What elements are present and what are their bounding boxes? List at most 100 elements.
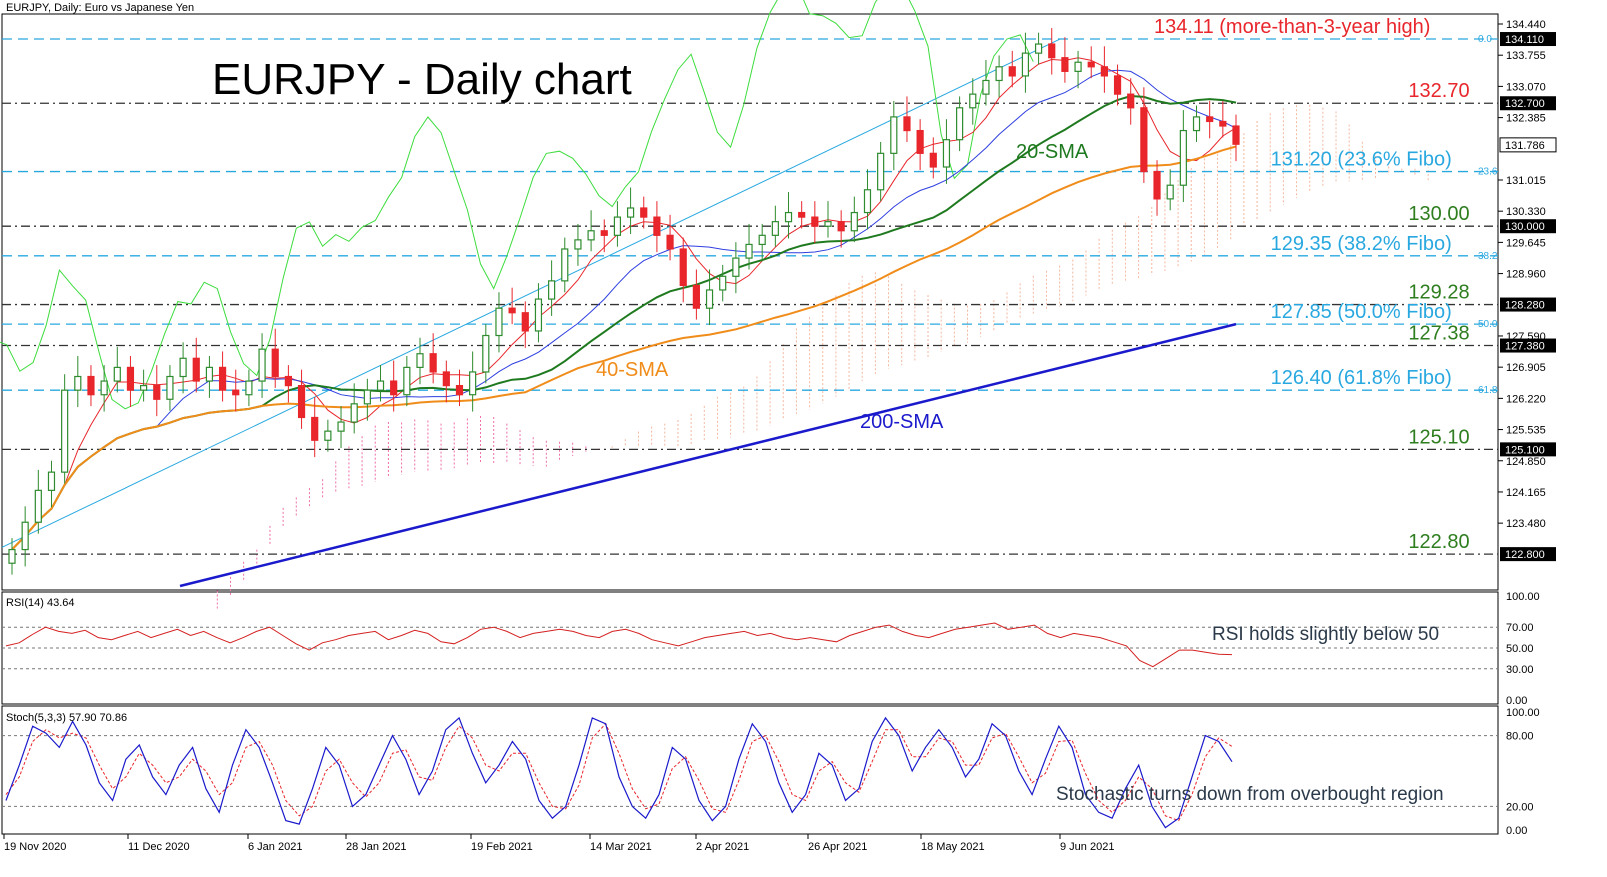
candle-body [811,216,819,227]
candle-body [1061,57,1069,72]
candle-body [153,385,161,400]
fib-tag: 50.0 [1478,319,1498,330]
price-tick-label: 126.220 [1506,393,1546,405]
price-tick-label: 132.385 [1506,113,1546,125]
candle-body [929,152,937,168]
candle-body [745,243,753,259]
candle-body [297,385,306,419]
candle-body [1206,116,1214,123]
candle-body [508,307,516,314]
candle-body [824,221,832,227]
rsi-line [5,622,1233,668]
candle-body [1087,61,1095,68]
level-annotation: 132.70 [1408,80,1469,102]
rsi-tick-label: 30.00 [1506,664,1534,676]
price-tick-label: 129.645 [1506,237,1546,249]
level-annotation: 127.85 (50.0% Fibo) [1271,301,1452,323]
date-axis: 19 Nov 2020 11 Dec 2020 6 Jan 2021 28 Jan 2… [3,834,1114,853]
rsi-indicator: 100.00 70.00 50.00 30.00 0.00 RSI(14) 43.64 RS… [2,591,1540,707]
sma200-line [179,322,1237,588]
sma20-label: 20-SMA [1016,141,1089,163]
sma40-line [11,145,1237,551]
candle-body [1127,93,1135,109]
candle-body [363,389,371,405]
fib-tag: 0.0 [1478,34,1492,45]
price-tick-label: 124.165 [1506,487,1546,499]
candle-body [784,211,793,223]
candle-body [232,389,240,396]
stoch-signal-line [5,722,1233,822]
candle-body [179,357,187,378]
rsi-tick-label: 0.00 [1506,695,1527,707]
price-tick-label: 130.330 [1506,206,1546,218]
price-tick-label: 128.960 [1506,269,1546,281]
candle-body [100,380,108,396]
level-annotation: 129.35 (38.2% Fibo) [1271,233,1452,255]
price-tag-label: 130.000 [1505,221,1545,233]
stoch-note: Stochastic turns down from overbought re… [1056,784,1444,805]
moving-averages: 20-SMA 40-SMA 200-SMA [0,0,1237,588]
candle-body [324,430,332,441]
candle-body [218,366,227,391]
date-tick-label: 11 Dec 2020 [128,841,190,853]
stoch-panel-frame [1,705,1499,835]
price-tick-label: 131.015 [1506,175,1546,187]
candle-body [87,375,95,396]
candle-body [205,366,214,382]
price-tag [1500,338,1556,353]
candle-body [758,234,766,246]
candle-body [34,489,42,523]
candle-body [732,257,740,277]
price-tick-label: 127.590 [1506,331,1546,343]
candle-body [863,189,872,214]
price-tick-label: 125.535 [1506,425,1546,437]
candle-body [719,275,727,291]
candle-body [600,230,608,236]
candle-body [798,211,806,218]
date-tick-label: 2 Apr 2021 [696,841,749,853]
candle-body [1166,184,1174,200]
stoch-main-line [5,716,1233,829]
candle-body [126,366,135,391]
level-annotation: 127.38 [1408,323,1469,345]
candle-body [258,348,266,382]
candle-body [640,207,648,218]
price-tag-label: 132.700 [1505,98,1545,110]
candle-body [1034,43,1043,54]
candle-body [376,380,385,391]
candle-body [113,366,121,382]
candle-body [626,207,635,218]
candle-body [1074,61,1082,72]
price-tag [1500,219,1556,234]
stoch-title: Stoch(5,3,3) 57.90 70.86 [6,712,127,724]
candle-body [548,280,556,300]
rsi-tick-label: 100.00 [1506,591,1540,603]
stoch-tick-label: 80.00 [1506,731,1534,743]
level-annotation: 126.40 (61.8% Fibo) [1271,367,1452,389]
candle-body [442,371,450,387]
candle-body [1179,129,1187,186]
candle-body [337,421,345,432]
fib-tag: 38.2 [1478,251,1498,262]
candle-body [47,471,56,491]
price-tick-label: 124.850 [1506,456,1546,468]
date-tick-label: 19 Feb 2021 [471,841,533,853]
candle-body [837,221,845,232]
stoch-tick-label: 20.00 [1506,801,1534,813]
candle-body [561,248,569,282]
candle-body [140,385,148,391]
current-price-tag [1499,137,1557,153]
candle-body [1219,120,1227,127]
price-tag-label: 125.100 [1505,444,1545,456]
candle-body [495,307,503,337]
candle-body [995,66,1003,82]
level-annotation: 122.80 [1408,531,1469,553]
price-tag [1500,442,1556,457]
price-tag-label: 128.280 [1505,300,1545,312]
fib-tag: 23.6 [1478,167,1498,178]
price-tag [1500,96,1556,111]
candle-body [482,334,490,373]
ichimoku-cloud [216,104,1429,609]
candle-body [653,216,661,236]
